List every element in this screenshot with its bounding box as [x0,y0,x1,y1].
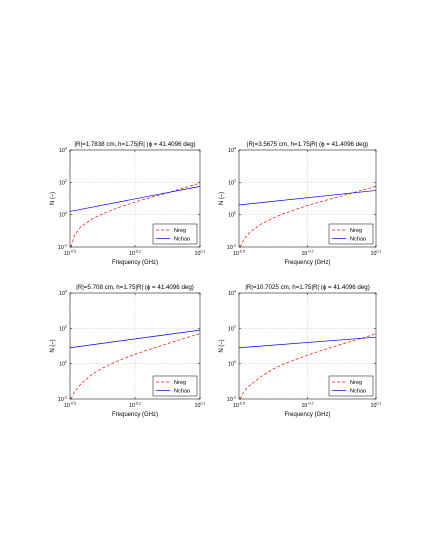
y-tick-label: 100 [228,211,236,219]
series-line-nchao [69,186,201,212]
y-axis-label: N (–) [219,339,225,352]
y-tick-label: 102 [228,179,236,187]
chart-panel-4: 10-0.5 10-0.2 100.1 104 102 100 10-2 |R|=10.702… [219,284,381,418]
chart-title: |R|=10.7025 cm, h=1.75|R| (ϕ = 41.4096 d… [245,284,370,291]
series-line-nchao [238,336,377,349]
y-tick-label: 104 [228,146,236,154]
series-line-nreg [70,182,201,248]
y-axis-label: N (–) [50,339,56,352]
legend: Nreg Nchao [152,223,198,245]
chart-panel-2: 10-0.5 10-0.2 100.1 104 102 100 10-2 |R|=3.5675… [219,141,381,266]
y-tick-label: 104 [59,289,67,297]
legend-label: Nchao [174,389,190,395]
legend-label: Nchao [350,237,366,243]
y-tick-label: 102 [59,325,67,333]
y-tick-label: 102 [59,179,67,187]
legend-label: Nreg [174,380,186,386]
legend-label: Nchao [350,389,366,395]
x-tick-label: 100.1 [195,249,206,257]
y-tick-label: 100 [59,360,67,368]
legend: Nreg Nchao [328,223,374,245]
x-tick-label: 10-0.5 [233,249,245,257]
x-tick-label: 10-0.2 [301,401,313,409]
legend-label: Nreg [350,380,362,386]
legend-label: Nchao [174,237,190,243]
y-tick-label: 102 [228,325,236,333]
x-axis-label: Frequency (GHz) [112,260,158,266]
x-axis-label: Frequency (GHz) [284,260,330,266]
x-tick-label: 10-0.5 [233,401,245,409]
legend-box [152,223,198,245]
y-tick-label: 10-2 [58,395,67,403]
legend: Nreg Nchao [152,375,198,397]
y-tick-label: 10-2 [227,243,236,251]
series-line-nchao [238,190,377,206]
legend: Nreg Nchao [328,375,374,397]
legend-label: Nreg [174,228,186,234]
legend-label: Nreg [350,228,362,234]
x-axis-label: Frequency (GHz) [284,412,330,418]
legend-box [328,223,374,245]
legend-box [152,375,198,397]
chart-panel-3: 10-0.5 10-0.2 100.1 104 102 100 10-2 |R|=5.708 … [50,284,205,418]
y-tick-label: 104 [228,289,236,297]
x-tick-label: 10-0.2 [129,249,141,257]
series-line-nreg [239,333,377,400]
x-tick-label: 10-0.5 [64,401,76,409]
y-axis-label: N (–) [50,192,56,205]
series-line-nreg [70,333,201,400]
x-tick-label: 10-0.2 [129,401,141,409]
y-tick-label: 10-2 [227,395,236,403]
legend-box [328,375,374,397]
x-tick-label: 10-0.5 [64,249,76,257]
chart-title: |R|=1.7838 cm, h=1.75|R| (ϕ = 41.4096 de… [74,141,195,148]
series-line-nchao [69,329,201,349]
y-tick-label: 100 [228,360,236,368]
x-tick-label: 100.1 [195,401,206,409]
y-tick-label: 100 [59,211,67,219]
x-tick-label: 10-0.2 [301,249,313,257]
y-tick-label: 104 [59,146,67,154]
x-tick-label: 100.1 [371,249,382,257]
y-axis-label: N (–) [219,192,225,205]
y-tick-label: 10-2 [58,243,67,251]
chart-title: |R|=5.708 cm, h=1.75|R| (ϕ = 41.4096 deg… [76,284,194,291]
chart-panel-1: 10-0.5 10-0.2 100.1 104 102 100 10-2 |R|=1.7838… [50,141,205,266]
x-tick-label: 100.1 [371,401,382,409]
chart-title: |R|=3.5675 cm, h=1.75|R| (ϕ = 41.4096 de… [247,141,368,148]
x-axis-label: Frequency (GHz) [112,412,158,418]
